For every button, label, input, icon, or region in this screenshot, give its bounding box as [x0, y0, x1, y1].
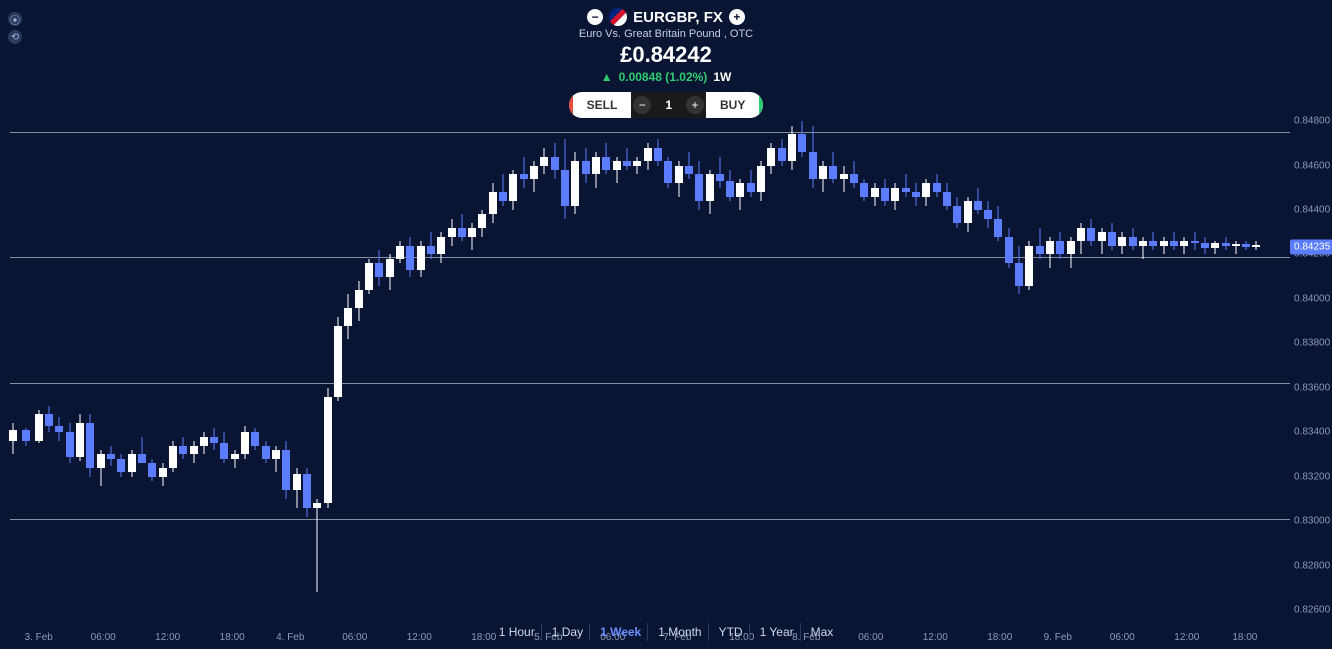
current-price-flag: 0.84235: [1290, 239, 1332, 254]
horizontal-line: [10, 257, 1290, 258]
y-tick-label: 0.82600: [1294, 605, 1330, 616]
y-tick-label: 0.84400: [1294, 205, 1330, 216]
time-range-option[interactable]: 1 Week: [594, 623, 648, 641]
horizontal-line: [10, 383, 1290, 384]
y-tick-label: 0.83000: [1294, 516, 1330, 527]
current-price: £0.84242: [620, 42, 712, 68]
time-range-option[interactable]: Max: [805, 623, 840, 641]
horizontal-line: [10, 132, 1290, 133]
y-tick-label: 0.84600: [1294, 160, 1330, 171]
time-range-selector: 1 Hour1 Day1 Week1 Month YTD1 YearMax: [0, 623, 1332, 641]
change-arrow-icon: ▲: [601, 70, 613, 84]
price-change: 0.00848 (1.02%): [619, 70, 708, 84]
y-tick-label: 0.83200: [1294, 471, 1330, 482]
time-range-option[interactable]: 1 Hour: [493, 623, 542, 641]
symbol-subtitle: Euro Vs. Great Britain Pound , OTC: [579, 28, 753, 40]
y-tick-label: 0.83800: [1294, 338, 1330, 349]
remove-symbol-button[interactable]: −: [587, 9, 603, 25]
time-range-option[interactable]: 1 Month: [652, 623, 708, 641]
add-symbol-button[interactable]: +: [729, 9, 745, 25]
time-range-option[interactable]: YTD: [713, 623, 750, 641]
symbol-title: EURGBP, FX: [633, 9, 723, 26]
y-tick-label: 0.82800: [1294, 560, 1330, 571]
y-tick-label: 0.83400: [1294, 427, 1330, 438]
period-label: 1W: [713, 70, 731, 84]
y-tick-label: 0.84800: [1294, 116, 1330, 127]
horizontal-line: [10, 519, 1290, 520]
y-tick-label: 0.84000: [1294, 293, 1330, 304]
candlestick-chart[interactable]: 0.848000.846000.844000.842000.840000.838…: [0, 110, 1290, 610]
y-axis: 0.848000.846000.844000.842000.840000.838…: [1290, 110, 1332, 610]
time-range-option[interactable]: 1 Year: [754, 623, 801, 641]
time-range-option[interactable]: 1 Day: [546, 623, 590, 641]
chart-header: − EURGBP, FX + Euro Vs. Great Britain Po…: [0, 8, 1332, 118]
y-tick-label: 0.83600: [1294, 382, 1330, 393]
flag-icon: [609, 8, 627, 26]
